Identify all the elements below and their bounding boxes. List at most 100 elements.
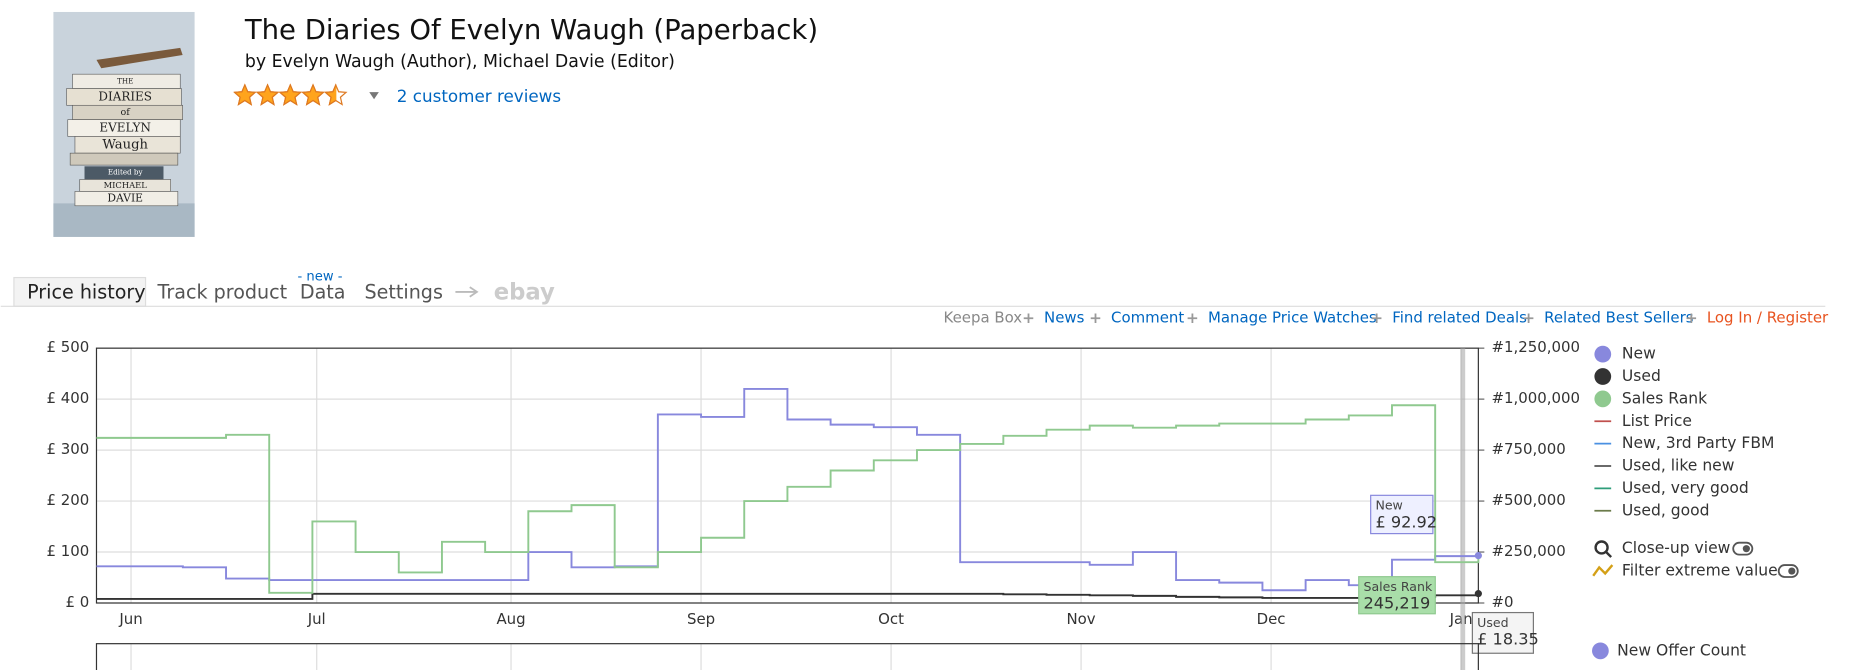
book-cover: THE DIARIES of EVELYN Waugh Edited by MICHAEL D… (53, 11, 195, 237)
y2-tick-label: #750,000 (1492, 440, 1566, 458)
y-tick-label: £ 0 (66, 593, 90, 611)
tab[interactable]: ebay (494, 280, 555, 306)
y2-tick-label: #1,250,000 (1492, 338, 1581, 356)
plot-frame (95, 347, 1479, 604)
legend-label[interactable]: Used, very good (1622, 479, 1749, 497)
tooltip-box (1471, 611, 1534, 654)
cover-text: Edited by (108, 167, 144, 176)
y-tick-label: £ 100 (47, 542, 90, 560)
separator (1187, 313, 1198, 324)
star (324, 83, 337, 106)
x-tick-label: Sep (687, 610, 715, 628)
y-tick-label: £ 500 (47, 338, 90, 356)
y-tick-label: £ 400 (47, 389, 90, 407)
toggle-knob[interactable] (1742, 545, 1750, 553)
cover-text: THE (117, 76, 133, 85)
y-tick-label: £ 300 (47, 440, 90, 458)
series-line (96, 387, 1480, 592)
legend-label[interactable]: Used, like new (1622, 457, 1735, 475)
x-tick-label: Nov (1066, 610, 1095, 628)
x-tick-label: Oct (878, 610, 904, 628)
cover-text: of (121, 107, 132, 118)
series-line (96, 592, 1480, 600)
offer-count-chart-frame (95, 643, 1479, 670)
tab[interactable]: Track product (156, 281, 287, 304)
active-tab[interactable] (13, 276, 147, 307)
option-icon (1605, 551, 1613, 558)
new-badge: - new - (297, 269, 342, 284)
legend-label[interactable]: Used (1622, 367, 1661, 385)
end-point (1474, 590, 1482, 598)
separator (1023, 313, 1034, 324)
cover-text: EVELYN (99, 121, 151, 135)
rating-stars (233, 83, 348, 106)
legend-marker[interactable] (1594, 368, 1612, 385)
option-icon (1594, 540, 1609, 555)
star (234, 83, 257, 106)
x-tick-label: Dec (1257, 610, 1286, 628)
separator (1686, 313, 1697, 324)
tooltip-title: Used (1477, 615, 1508, 630)
tooltip-value: £ 18.35 (1477, 630, 1539, 649)
chart: £ 0 £ 100 £ 200 £ 300 £ 400 £ 500 #0 #250,000 #5… (47, 338, 1799, 670)
series-line (96, 404, 1480, 594)
tooltip-value: £ 92.92 (1375, 512, 1437, 531)
x-tick-label: Aug (496, 610, 525, 628)
star (278, 83, 303, 106)
cover-text: MICHAEL (104, 180, 148, 190)
y2-tick-label: #0 (1492, 593, 1514, 611)
link[interactable]: Find related Deals (1392, 308, 1527, 326)
legend-label[interactable]: New, 3rd Party FBM (1622, 434, 1774, 452)
y2-tick-label: #500,000 (1492, 491, 1566, 509)
option-icon (1592, 564, 1614, 577)
tabs: Price history Track product Data Settings eb… (27, 280, 555, 306)
tooltip-box (1358, 576, 1436, 615)
x-tick-label: Jul (307, 610, 326, 628)
legend-marker[interactable] (1594, 390, 1612, 408)
tooltip-box (1370, 494, 1434, 535)
separator (1371, 313, 1382, 324)
cover-text: DIARIES (98, 89, 152, 103)
toggle-knob[interactable] (1788, 567, 1796, 575)
link[interactable]: Comment (1111, 308, 1184, 326)
separator (1090, 313, 1101, 324)
legend-marker[interactable] (1592, 642, 1609, 660)
stars-filled (234, 83, 337, 106)
tooltip-title: New (1375, 498, 1402, 513)
legend-label[interactable]: List Price (1622, 412, 1692, 430)
legend-label[interactable]: New Offer Count (1617, 641, 1746, 659)
option-label[interactable]: Filter extreme values (1622, 562, 1786, 580)
tooltip-value: 245,219 (1364, 594, 1431, 613)
y2-tick-label: #1,000,000 (1492, 389, 1581, 407)
link: Keepa Box (944, 308, 1023, 326)
separator (1523, 313, 1534, 324)
reviews-link[interactable]: 2 customer reviews (397, 86, 561, 106)
cover-text: DAVIE (107, 192, 143, 205)
legend-label[interactable]: Sales Rank (1622, 389, 1707, 407)
x-tick-label: Jun (118, 610, 142, 628)
star (301, 83, 325, 106)
byline: by Evelyn Waugh (Author), Michael Davie … (245, 52, 675, 72)
link[interactable]: News (1044, 308, 1085, 326)
links: Keepa Box News Comment Manage Price Watches… (944, 308, 1830, 326)
product-title: The Diaries Of Evelyn Waugh (Paperback) (244, 14, 818, 46)
cover-text: Waugh (102, 137, 148, 152)
arrow-head (469, 286, 479, 298)
link[interactable]: Log In / Register (1707, 308, 1829, 326)
legend-marker[interactable] (1594, 345, 1612, 363)
option-label[interactable]: Close-up view (1622, 539, 1731, 557)
link[interactable]: Manage Price Watches (1208, 308, 1377, 326)
link[interactable]: Related Best Sellers (1544, 308, 1694, 326)
tab[interactable]: Settings (364, 281, 442, 304)
y2-tick-label: #250,000 (1492, 542, 1566, 560)
legend-label[interactable]: Used, good (1622, 501, 1710, 519)
tab[interactable]: Price history (27, 281, 146, 304)
legend-label[interactable]: New (1622, 345, 1656, 363)
rating-dropdown[interactable] (369, 92, 379, 100)
end-point (1474, 552, 1482, 560)
tab[interactable]: Data (300, 281, 346, 304)
y-tick-label: £ 200 (47, 491, 90, 509)
time-cursor (1460, 348, 1466, 670)
